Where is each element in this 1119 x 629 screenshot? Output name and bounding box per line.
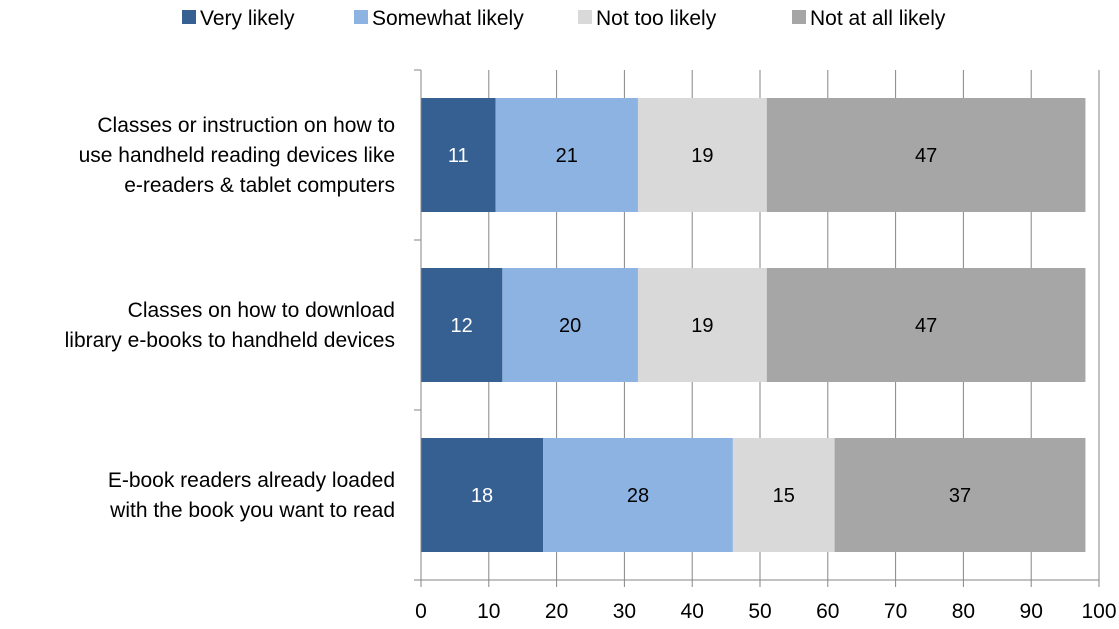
axes [414,69,1100,587]
legend-swatch-1 [182,10,196,24]
legend-swatch-4 [792,10,806,24]
data-label-2-3: 19 [691,315,713,337]
data-label-1-1: 11 [448,145,469,167]
data-label-1-3: 19 [691,145,713,167]
legend-label-3: Not too likely [596,7,717,30]
bar-segment-1-3 [637,98,767,212]
legend-label-2: Somewhat likely [372,7,524,30]
bar-segment-2-2 [502,268,638,382]
x-tick-label-30: 30 [613,600,636,623]
bar-segment-3-1 [421,438,544,552]
x-tick-label-80: 80 [952,600,975,623]
bar-segment-3-4 [834,438,1086,552]
bars: 11 21 19 47 12 20 19 47 18 28 15 37 [421,98,1086,552]
category-label-2: Classes on how to download library e-book… [65,299,395,352]
data-label-2-4: 47 [915,315,937,337]
data-label-1-4: 47 [915,145,937,167]
x-tick-label-0: 0 [415,600,427,623]
bar-segment-2-1 [421,268,503,382]
x-tick-label-60: 60 [816,600,839,623]
x-tick-labels: 0 10 20 30 40 50 60 70 80 90 100 [415,600,1116,623]
x-tick-label-90: 90 [1020,600,1043,623]
x-tick-label-40: 40 [681,600,704,623]
category-label-1: Classes or instruction on how to use hand… [79,114,395,197]
x-tick-label-70: 70 [884,600,907,623]
data-label-2-1: 12 [451,315,473,337]
bar-segment-3-2 [543,438,733,552]
data-label-3-2: 28 [627,485,649,507]
x-tick-label-20: 20 [545,600,568,623]
x-tick-label-50: 50 [748,600,771,623]
category-label-3: E-book readers already loaded with the bo… [108,469,395,522]
x-tick-label-10: 10 [477,600,500,623]
bar-segment-1-2 [495,98,638,212]
bar-segment-2-3 [637,268,767,382]
data-label-1-2: 21 [556,145,578,167]
category-labels: Classes or instruction on how to use hand… [65,114,395,522]
bar-segment-3-3 [732,438,835,552]
data-label-2-2: 20 [559,315,581,337]
data-label-3-1: 18 [471,485,493,507]
data-label-3-3: 15 [773,485,795,507]
x-tick-label-100: 100 [1081,600,1116,623]
bar-segment-1-1 [421,98,496,212]
legend-label-4: Not at all likely [810,7,946,30]
legend-label-1: Very likely [200,7,295,30]
data-label-3-4: 37 [949,485,971,507]
legend-swatch-3 [578,10,592,24]
legend: Very likely Somewhat likely Not too likely… [182,7,946,30]
legend-swatch-2 [354,10,368,24]
bar-segment-1-4 [766,98,1086,212]
bar-segment-2-4 [766,268,1086,382]
